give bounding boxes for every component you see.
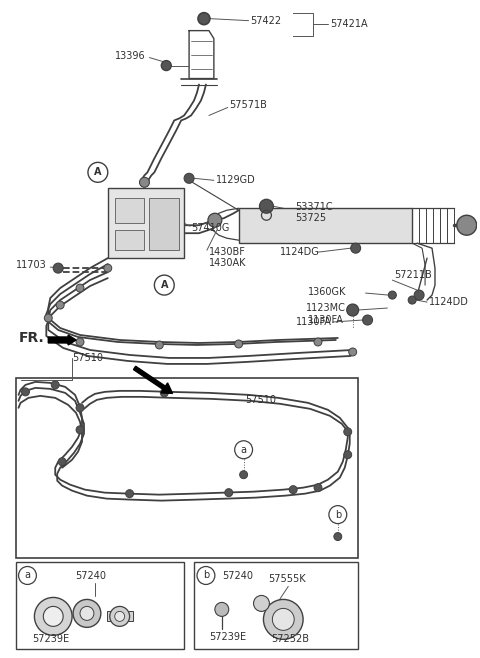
- Circle shape: [344, 428, 352, 436]
- Text: 57510: 57510: [72, 353, 103, 363]
- Text: 57410G: 57410G: [191, 223, 229, 233]
- Text: 57571B: 57571B: [229, 101, 266, 111]
- Text: 53371C: 53371C: [295, 202, 333, 213]
- Text: 1430BF: 1430BF: [209, 247, 246, 257]
- Circle shape: [140, 177, 149, 188]
- Bar: [15, 561, 184, 649]
- Circle shape: [314, 484, 322, 492]
- Bar: [15, 378, 358, 557]
- Circle shape: [104, 264, 112, 272]
- Circle shape: [362, 315, 372, 325]
- Bar: [194, 561, 358, 649]
- Text: A: A: [94, 167, 102, 178]
- Text: a: a: [24, 570, 30, 580]
- Circle shape: [76, 404, 84, 412]
- Circle shape: [253, 595, 269, 611]
- Circle shape: [260, 199, 274, 213]
- Circle shape: [289, 486, 297, 494]
- Bar: [108, 188, 184, 258]
- Text: 1130FA: 1130FA: [308, 315, 344, 325]
- Circle shape: [388, 291, 396, 299]
- Text: 1124DG: 1124DG: [280, 247, 320, 257]
- FancyArrow shape: [48, 335, 76, 345]
- FancyArrow shape: [133, 367, 172, 393]
- Text: 57240: 57240: [222, 572, 253, 582]
- Circle shape: [44, 314, 52, 322]
- Text: 57240: 57240: [75, 572, 106, 582]
- Text: FR.: FR.: [19, 331, 44, 345]
- Circle shape: [76, 284, 84, 292]
- Text: 11703: 11703: [15, 260, 46, 270]
- Text: 1360GK: 1360GK: [308, 287, 347, 297]
- Circle shape: [198, 13, 210, 24]
- Circle shape: [115, 611, 125, 621]
- Text: 57555K: 57555K: [268, 574, 306, 584]
- Circle shape: [414, 290, 424, 300]
- Circle shape: [22, 388, 29, 396]
- Text: 57510: 57510: [246, 395, 276, 405]
- Circle shape: [334, 532, 342, 541]
- Circle shape: [80, 607, 94, 620]
- Circle shape: [53, 263, 63, 273]
- Circle shape: [208, 213, 222, 227]
- Circle shape: [351, 243, 360, 253]
- Circle shape: [160, 389, 168, 397]
- Text: 53725: 53725: [295, 213, 326, 223]
- Circle shape: [184, 173, 194, 184]
- Circle shape: [58, 458, 66, 466]
- Text: 1130FA: 1130FA: [296, 317, 332, 327]
- Text: 57239E: 57239E: [209, 632, 246, 642]
- Circle shape: [314, 338, 322, 346]
- Circle shape: [225, 489, 233, 497]
- Circle shape: [457, 215, 477, 235]
- Circle shape: [110, 607, 130, 626]
- Circle shape: [349, 348, 357, 356]
- Circle shape: [344, 451, 352, 459]
- Text: b: b: [203, 570, 209, 580]
- Text: 1129GD: 1129GD: [216, 175, 256, 186]
- Circle shape: [264, 599, 303, 640]
- Text: 13396: 13396: [115, 51, 145, 61]
- Circle shape: [347, 304, 359, 316]
- Circle shape: [43, 607, 63, 626]
- Circle shape: [161, 61, 171, 70]
- Circle shape: [215, 603, 229, 617]
- Text: 57239E: 57239E: [32, 634, 69, 644]
- Text: A: A: [160, 280, 168, 290]
- Bar: [115, 230, 144, 250]
- Circle shape: [235, 340, 242, 348]
- Circle shape: [51, 381, 59, 389]
- Circle shape: [156, 341, 163, 349]
- Text: b: b: [335, 509, 341, 520]
- Bar: [239, 208, 412, 243]
- Circle shape: [240, 470, 248, 478]
- Circle shape: [76, 338, 84, 346]
- Text: 1124DD: 1124DD: [429, 297, 469, 307]
- Text: 1123MC: 1123MC: [306, 303, 346, 313]
- Text: 57252B: 57252B: [271, 634, 310, 644]
- Text: 1430AK: 1430AK: [209, 258, 246, 268]
- Circle shape: [73, 599, 101, 627]
- Circle shape: [408, 296, 416, 304]
- Bar: [107, 611, 132, 621]
- Circle shape: [56, 301, 64, 309]
- Circle shape: [76, 426, 84, 434]
- Text: 57421A: 57421A: [330, 18, 368, 29]
- Text: 57211B: 57211B: [395, 270, 432, 280]
- Text: 57422: 57422: [251, 16, 282, 26]
- Bar: [149, 198, 179, 250]
- Bar: [115, 198, 144, 223]
- Circle shape: [35, 597, 72, 636]
- Text: a: a: [240, 445, 247, 455]
- Circle shape: [272, 609, 294, 630]
- Circle shape: [126, 490, 133, 497]
